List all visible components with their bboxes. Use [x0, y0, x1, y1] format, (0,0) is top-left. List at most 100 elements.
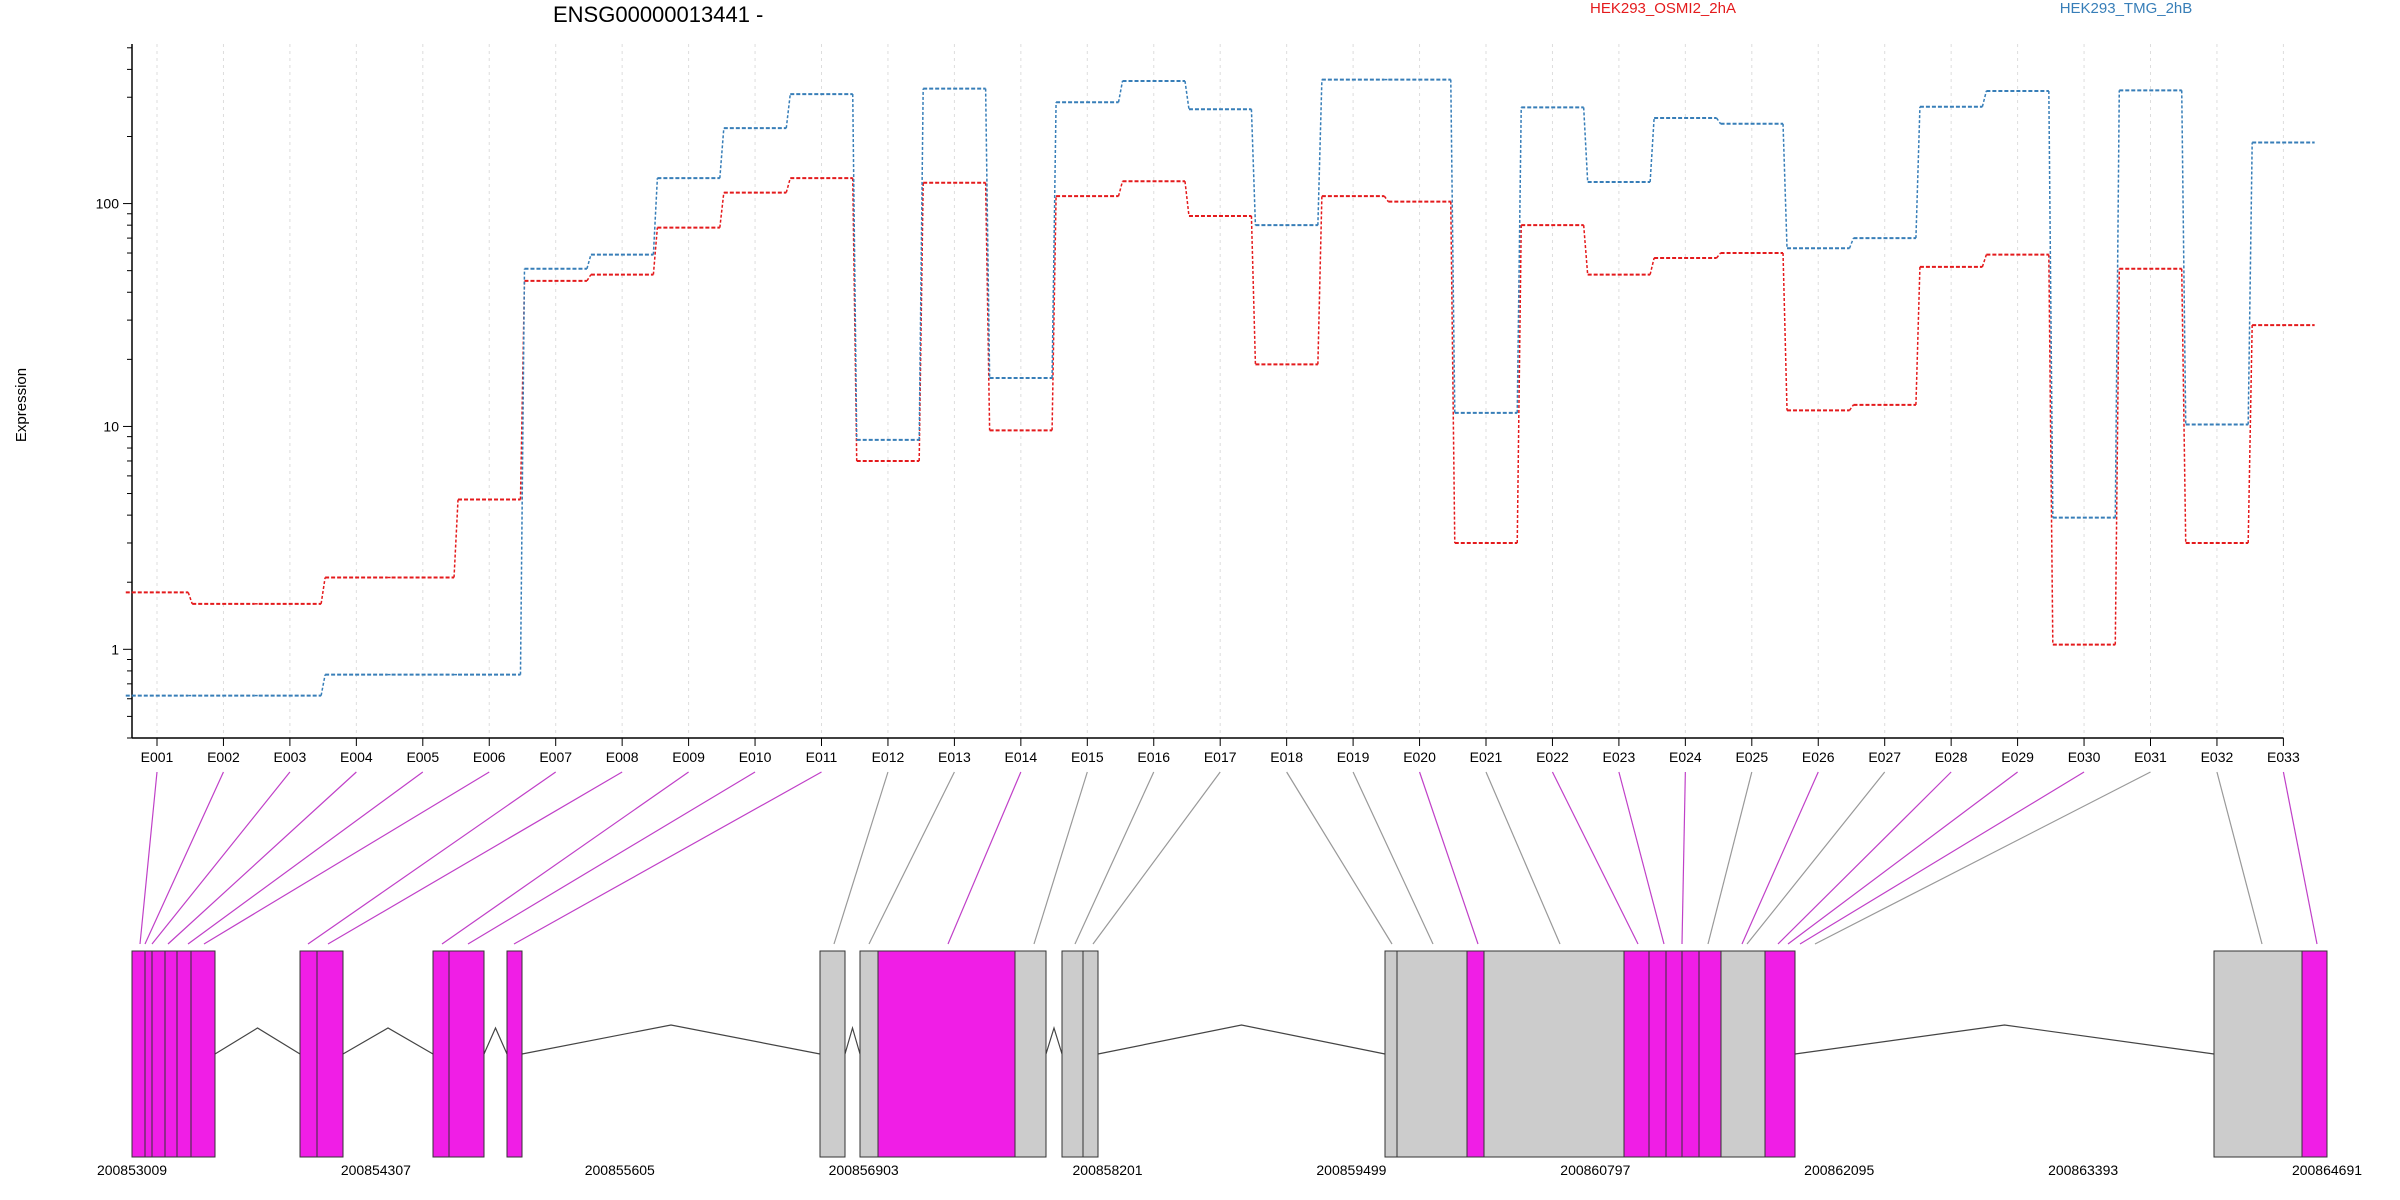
exon-box-4: [164, 950, 178, 1158]
series-1-step-E001: [187, 592, 193, 605]
genomic-coordinate-label: 200863393: [2048, 1162, 2118, 1178]
connector-E015: [1033, 771, 1088, 945]
connector-E007: [307, 771, 557, 945]
series-1-step-E013: [984, 182, 991, 431]
x-tick-label-E003: E003: [274, 749, 307, 765]
x-tick-label-E010: E010: [739, 749, 772, 765]
exon-box-30: [2301, 950, 2328, 1158]
exon-box-17: [1082, 950, 1099, 1158]
exon-box-12: [819, 950, 846, 1158]
intron-3: [483, 1026, 508, 1055]
x-tick-label-E032: E032: [2201, 749, 2234, 765]
exon-box-16: [1061, 950, 1084, 1158]
x-tick-label-E021: E021: [1470, 749, 1503, 765]
chart-series: [125, 78, 2315, 697]
x-tick-label-E025: E025: [1735, 749, 1768, 765]
series-1-step-E009: [719, 192, 725, 228]
connector-E001: [139, 771, 158, 945]
x-tick-label-E020: E020: [1403, 749, 1436, 765]
exon-box-8: [316, 950, 344, 1158]
exon-box-26: [1698, 950, 1722, 1158]
x-tick-label-E031: E031: [2134, 749, 2167, 765]
genomic-coordinate-label: 200856903: [829, 1162, 899, 1178]
y-tick-label: 1: [111, 641, 119, 657]
series-2-step-E032: [2247, 142, 2253, 425]
x-tick-label-E015: E015: [1071, 749, 1104, 765]
series-1-step-E020: [1450, 201, 1456, 543]
x-tick-label-E013: E013: [938, 749, 971, 765]
x-tick-label-E018: E018: [1270, 749, 1303, 765]
connector-E024: [1681, 771, 1686, 945]
x-tick-label-E022: E022: [1536, 749, 1569, 765]
series-1-step-E003: [320, 577, 326, 604]
series-1-step-E005: [453, 499, 459, 578]
series-1-step-E022: [1582, 225, 1589, 275]
connector-E027: [1746, 771, 1886, 945]
x-tick-label-E009: E009: [672, 749, 705, 765]
connector-E023: [1618, 771, 1665, 945]
series-1-step-E023: [1649, 257, 1655, 275]
x-tick-label-E001: E001: [141, 749, 174, 765]
intron-2: [342, 1027, 434, 1055]
series-2-step-E008: [652, 178, 659, 255]
series-2-step-E006: [519, 268, 526, 675]
connector-E025: [1707, 771, 1753, 945]
series-1-step-E027: [1915, 266, 1921, 405]
series-2-step-E003: [320, 674, 326, 696]
exon-box-18: [1384, 950, 1398, 1158]
connector-E008: [327, 771, 623, 945]
exon-box-15: [1014, 950, 1047, 1158]
series-1-step-E024: [1715, 252, 1722, 259]
exon-box-27: [1720, 950, 1766, 1158]
connector-E014: [947, 771, 1022, 945]
connector-E005: [187, 771, 424, 945]
x-tick-label-E005: E005: [406, 749, 439, 765]
intron-8: [1794, 1024, 2215, 1055]
series-1-step-E025: [1782, 252, 1788, 411]
series-2-step-E011: [851, 94, 858, 440]
genomic-coordinate-label: 200864691: [2292, 1162, 2362, 1178]
exon-box-9: [432, 950, 450, 1158]
intron-5: [844, 1025, 861, 1055]
genomic-coordinate-label: 200854307: [341, 1162, 411, 1178]
series-2-step-E026: [1848, 237, 1855, 249]
y-axis-label: Expression: [13, 368, 30, 442]
connector-E033: [2282, 771, 2318, 945]
connector-E011: [513, 771, 822, 945]
series-2-step-E010: [785, 93, 792, 129]
gene-model: [131, 950, 2328, 1158]
intron-7: [1097, 1024, 1386, 1055]
connector-E009: [441, 771, 689, 945]
genomic-coordinate-label: 200859499: [1316, 1162, 1386, 1178]
series-2-step-E023: [1649, 117, 1655, 183]
series-2-step-E007: [586, 254, 592, 269]
series-2-step-E012: [918, 88, 924, 440]
connector-E032: [2216, 771, 2263, 945]
x-tick-label-E012: E012: [872, 749, 905, 765]
x-tick-label-E030: E030: [2068, 749, 2101, 765]
x-tick-label-E016: E016: [1137, 749, 1170, 765]
exon-box-13: [859, 950, 879, 1158]
connector-E019: [1352, 771, 1434, 945]
legend-label-series-1: HEK293_OSMI2_2hA: [1590, 0, 1736, 17]
genomic-axis: 200853009 200854307 200855605 200856903 2008…: [97, 1162, 2362, 1178]
genomic-coordinate-label: 200855605: [585, 1162, 655, 1178]
x-tick-label-E002: E002: [207, 749, 240, 765]
exon-box-11: [506, 950, 523, 1158]
series-2-step-E017: [1250, 109, 1257, 226]
x-tick-label-E023: E023: [1603, 749, 1636, 765]
connector-E021: [1485, 771, 1561, 945]
series-1-step-E030: [2114, 268, 2121, 645]
exon-box-28: [1764, 950, 1796, 1158]
series-1-step-E019: [1383, 195, 1389, 203]
connector-E002: [144, 771, 224, 945]
x-tick-label-E011: E011: [806, 749, 838, 765]
series-2-step-E024: [1715, 117, 1722, 125]
genomic-coordinate-label: 200860797: [1560, 1162, 1630, 1178]
series-2-step-E030: [2114, 90, 2121, 518]
series-1-step-E016: [1184, 181, 1190, 217]
connector-E004: [167, 771, 357, 945]
series-2-step-E014: [1051, 102, 1057, 378]
connector-E020: [1418, 771, 1479, 945]
